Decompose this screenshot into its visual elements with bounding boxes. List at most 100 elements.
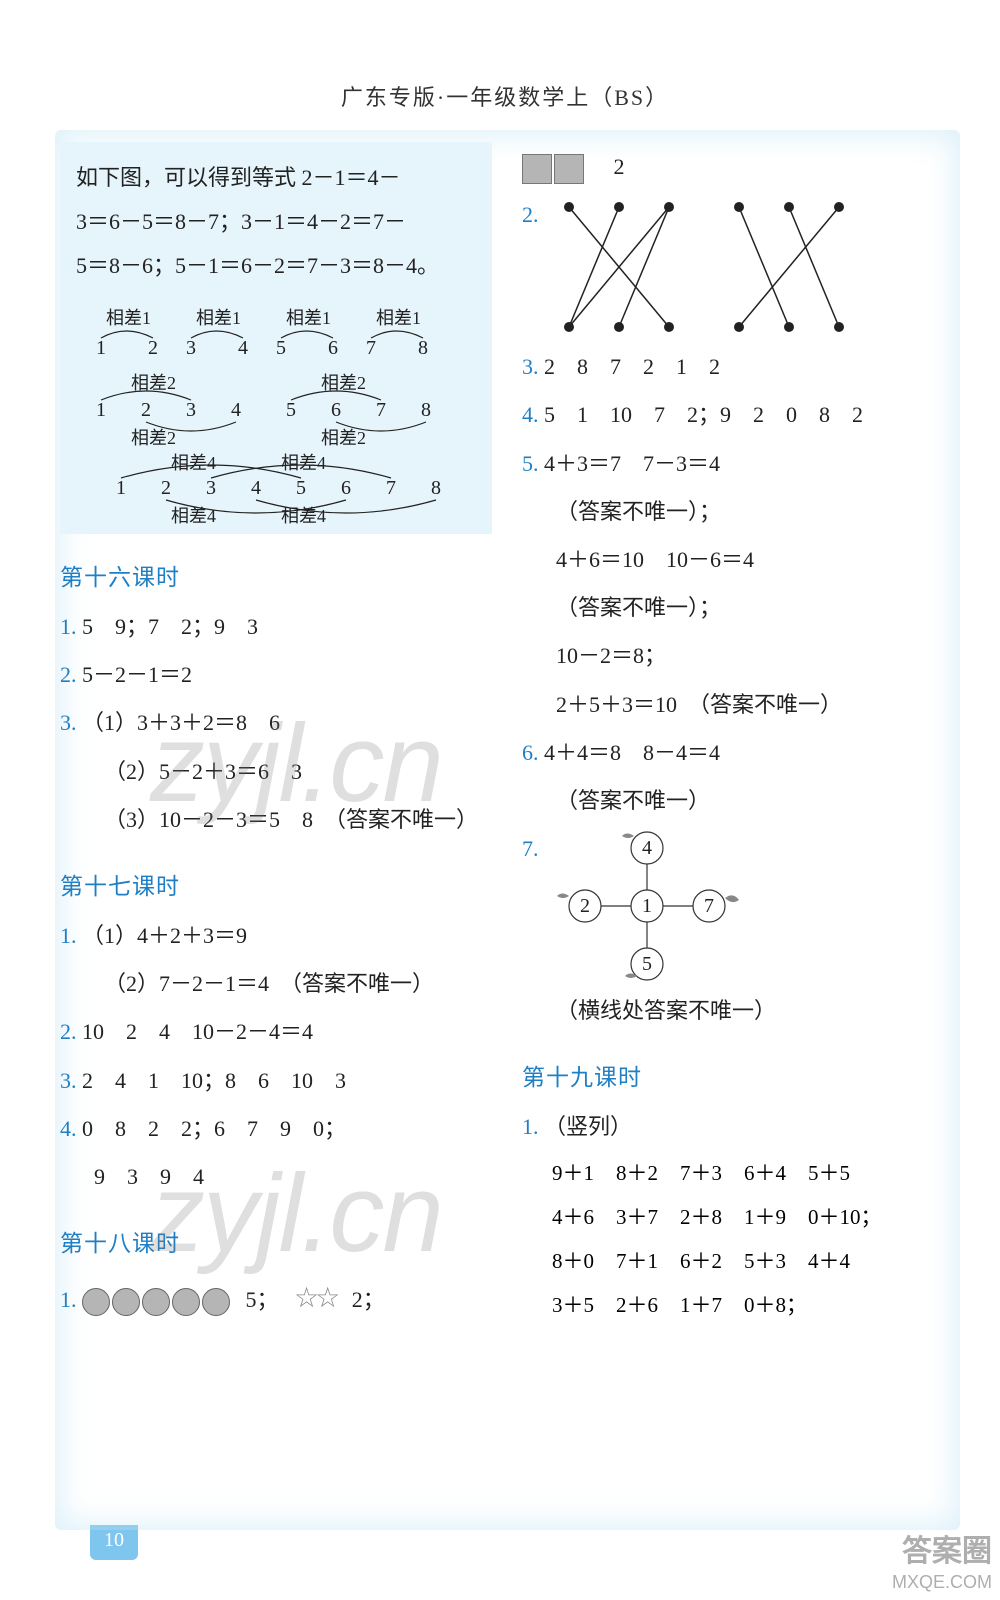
corner-wm-line1: 答案圈 (892, 1532, 992, 1571)
svg-text:相差1: 相差1 (376, 308, 421, 328)
answer-text: 5 9；7 2；9 3 (82, 614, 258, 639)
answer-text: 5； (246, 1287, 279, 1312)
q-number: 3. (522, 354, 544, 379)
left-column: 如下图，可以得到等式 2－1＝4－ 3＝6－5＝8－7；3－1＝4－2＝7－ 5… (60, 142, 492, 1331)
table-row: 3＋52＋61＋70＋8； (522, 1284, 950, 1326)
answer-text: （竖列） (544, 1114, 632, 1139)
svg-text:8: 8 (418, 337, 428, 359)
q-number: 1. (522, 1114, 544, 1139)
star-icons: ☆☆ (294, 1283, 336, 1314)
q-number: 3. (60, 710, 82, 735)
box-line: 3＝6－5＝8－7；3－1＝4－2＝7－ (76, 200, 476, 244)
svg-text:相差4: 相差4 (281, 453, 326, 473)
answer-text: 4＋3＝7 7－3＝4 (544, 451, 720, 476)
answer-text: 2＋5＋3＝10 （答案不唯一） (522, 682, 950, 728)
svg-text:1: 1 (642, 895, 652, 917)
answer-text: 2 (614, 154, 625, 179)
answer-text: 10－2＝8； (522, 633, 950, 679)
answer-text: （3）10－2－3＝5 8 （答案不唯一） (60, 797, 492, 843)
svg-text:8: 8 (421, 399, 431, 421)
difference-diagram: 相差1 相差1 相差1 相差1 1 2 3 4 5 6 7 8 (76, 294, 476, 524)
q-number: 2. (60, 1019, 82, 1044)
answer-text: （答案不唯一）； (522, 585, 950, 631)
svg-text:相差2: 相差2 (131, 428, 176, 448)
svg-text:相差2: 相差2 (321, 373, 366, 393)
q-number: 6. (522, 740, 544, 765)
cross-number-diagram: 1 4 2 7 5 (547, 826, 747, 986)
answer-text: （横线处答案不唯一） (522, 988, 950, 1034)
table-row: 8＋07＋16＋25＋34＋4 (522, 1240, 950, 1282)
right-column: 2 2. (522, 142, 950, 1331)
svg-text:5: 5 (642, 953, 652, 975)
corner-wm-line2: MXQE.COM (892, 1571, 992, 1594)
answer-text: 0 8 2 2；6 7 9 0； (82, 1116, 346, 1141)
svg-text:5: 5 (276, 337, 286, 359)
answer-text: （答案不唯一）； (522, 489, 950, 535)
answer-text: 4＋6＝10 10－6＝4 (522, 537, 950, 583)
svg-text:相差1: 相差1 (196, 308, 241, 328)
answer-text: （1）4＋2＋3＝9 (82, 923, 247, 948)
q-number: 7. (522, 826, 539, 872)
svg-text:2: 2 (148, 337, 158, 359)
svg-text:6: 6 (328, 337, 338, 359)
box-line: 如下图，可以得到等式 2－1＝4－ (76, 156, 476, 200)
answer-text: （2）5－2＋3＝6 3 (60, 749, 492, 795)
svg-text:2: 2 (580, 895, 590, 917)
section-title-19: 第十九课时 (522, 1058, 950, 1092)
svg-text:3: 3 (206, 477, 216, 499)
page-number-tab: 10 (90, 1525, 138, 1560)
q-number: 1. (60, 614, 82, 639)
answer-text: （答案不唯一） (522, 778, 950, 824)
svg-text:8: 8 (431, 477, 441, 499)
svg-text:7: 7 (386, 477, 396, 499)
q-number: 5. (522, 451, 544, 476)
svg-text:4: 4 (642, 837, 652, 859)
answer-text: 10 2 4 10－2－4＝4 (82, 1019, 313, 1044)
svg-text:5: 5 (286, 399, 296, 421)
svg-text:1: 1 (116, 477, 126, 499)
explanation-box: 如下图，可以得到等式 2－1＝4－ 3＝6－5＝8－7；3－1＝4－2＝7－ 5… (60, 142, 492, 534)
table-row: 4＋63＋72＋81＋90＋10； (522, 1196, 950, 1238)
svg-text:相差4: 相差4 (171, 453, 216, 473)
section-title-18: 第十八课时 (60, 1224, 492, 1258)
svg-text:7: 7 (704, 895, 714, 917)
answer-text: 2 8 7 2 1 2 (544, 354, 720, 379)
q-number: 3. (60, 1068, 82, 1093)
q-number: 1. (60, 1287, 82, 1312)
svg-text:4: 4 (231, 399, 241, 421)
page-header: 广东专版·一年级数学上（BS） (60, 80, 950, 112)
svg-text:相差1: 相差1 (286, 308, 331, 328)
section-title-16: 第十六课时 (60, 558, 492, 592)
q18-1-right: 2 (522, 144, 950, 190)
q-number: 4. (522, 402, 544, 427)
svg-text:2: 2 (141, 399, 151, 421)
answer-text: 5－2－1＝2 (82, 662, 192, 687)
svg-text:6: 6 (331, 399, 341, 421)
svg-text:7: 7 (376, 399, 386, 421)
svg-text:4: 4 (251, 477, 261, 499)
svg-text:相差2: 相差2 (131, 373, 176, 393)
answer-text: 5 1 10 7 2；9 2 0 8 2 (544, 402, 863, 427)
section-title-17: 第十七课时 (60, 867, 492, 901)
box-line: 5＝8－6；5－1＝6－2＝7－3＝8－4。 (76, 244, 476, 288)
circle-icons (82, 1288, 230, 1316)
answer-text: 4＋4＝8 8－4＝4 (544, 740, 720, 765)
square-icons (522, 154, 584, 184)
q-number: 4. (60, 1116, 82, 1141)
svg-text:1: 1 (96, 399, 106, 421)
svg-text:5: 5 (296, 477, 306, 499)
q-number: 2. (522, 192, 539, 238)
answer-text: 2； (352, 1287, 385, 1312)
svg-text:4: 4 (238, 337, 248, 359)
svg-text:相差4: 相差4 (171, 506, 216, 524)
svg-text:相差1: 相差1 (106, 308, 151, 328)
page: 广东专版·一年级数学上（BS） 如下图，可以得到等式 2－1＝4－ 3＝6－5＝… (0, 0, 1000, 1600)
svg-text:相差2: 相差2 (321, 428, 366, 448)
table-row: 9＋18＋27＋36＋45＋5 (522, 1152, 950, 1194)
answer-text: （2）7－2－1＝4 （答案不唯一） (60, 961, 492, 1007)
svg-text:3: 3 (186, 337, 196, 359)
matching-diagram (549, 192, 869, 342)
q-number: 1. (60, 923, 82, 948)
svg-text:3: 3 (186, 399, 196, 421)
answer-text: （1）3＋3＋2＝8 6 (82, 710, 280, 735)
